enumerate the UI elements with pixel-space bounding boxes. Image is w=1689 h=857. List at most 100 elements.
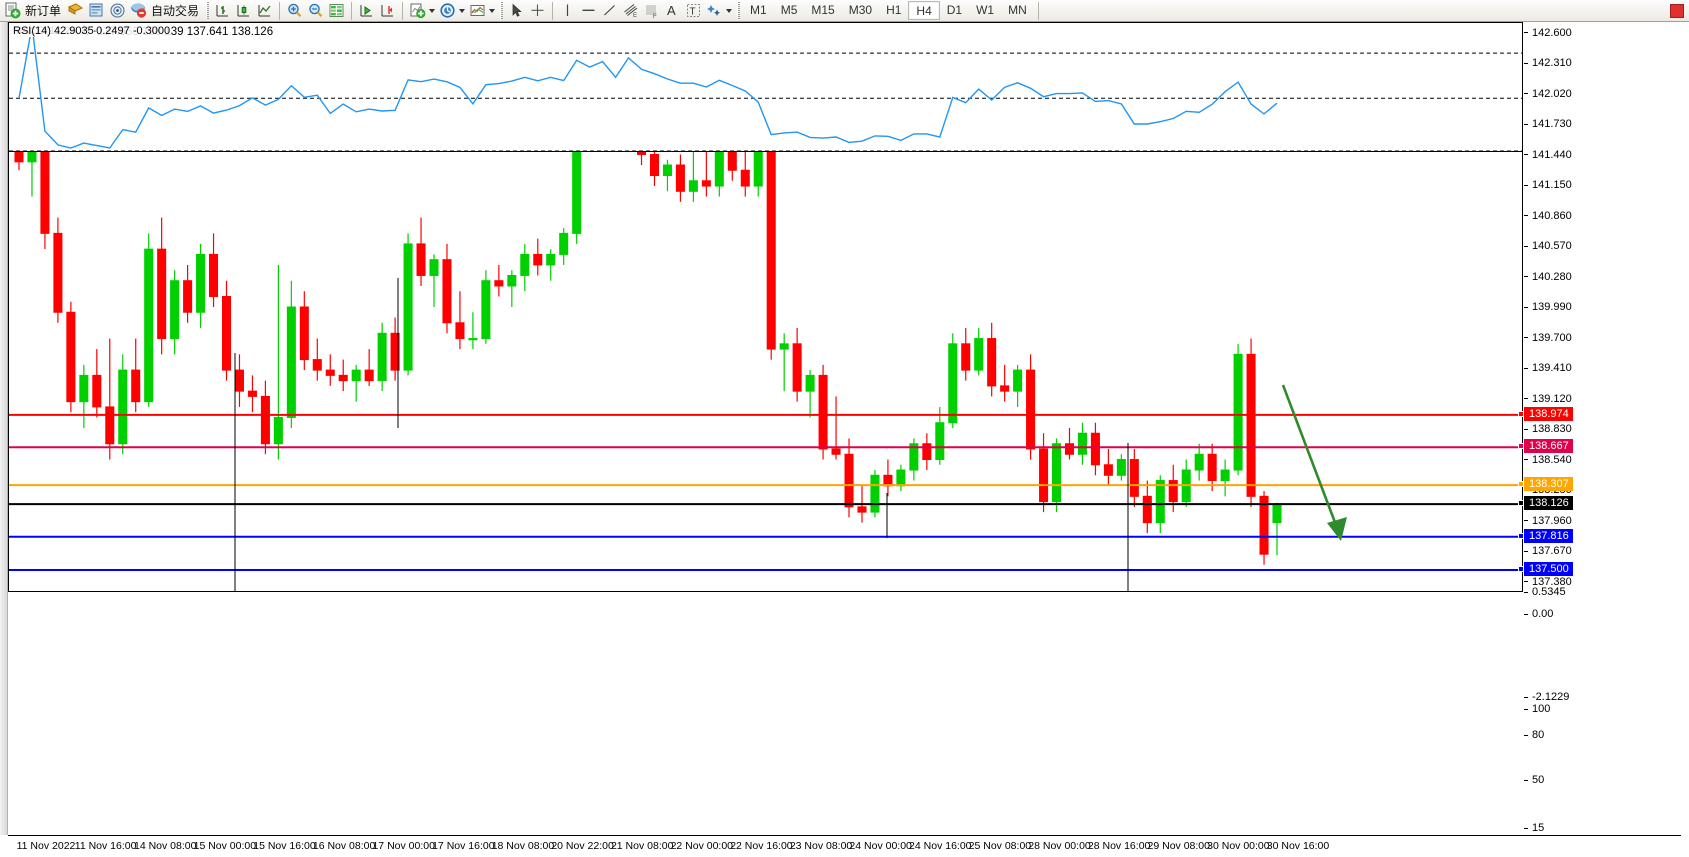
data-window-icon xyxy=(329,4,344,17)
indicators-button[interactable] xyxy=(407,1,437,21)
text-button[interactable]: A xyxy=(662,1,683,21)
toolbar-right-group xyxy=(1670,3,1687,18)
objects-button[interactable] xyxy=(704,1,734,21)
period-button[interactable] xyxy=(437,1,467,21)
timeframe-m30[interactable]: M30 xyxy=(848,3,873,17)
new-order-button[interactable]: 新订单 xyxy=(2,1,65,21)
timeframe-m5[interactable]: M5 xyxy=(780,3,798,17)
price-level-handle[interactable] xyxy=(1518,500,1524,507)
autotrading-button[interactable]: 自动交易 xyxy=(128,1,203,21)
macd-tick-min: -2.1229 xyxy=(1524,691,1569,704)
market-watch-button[interactable] xyxy=(86,1,107,21)
rsi-tick-50: 50 xyxy=(1524,774,1544,787)
trendline-button[interactable] xyxy=(599,1,620,21)
timeframe-d1[interactable]: D1 xyxy=(946,3,963,17)
text-label-button[interactable]: T xyxy=(683,1,704,21)
vertical-line-button[interactable] xyxy=(557,1,578,21)
price-tick-label: 138.830 xyxy=(1532,423,1572,436)
fibo-retracement-button[interactable]: F xyxy=(641,1,662,21)
price-level-pivot[interactable]: 138.307 xyxy=(1518,477,1573,492)
price-level-resistance-2[interactable]: 138.667 xyxy=(1518,439,1573,454)
profiles-button[interactable] xyxy=(65,1,86,21)
price-level-value: 137.500 xyxy=(1529,562,1569,575)
price-level-handle[interactable] xyxy=(1518,481,1524,488)
macd-tick-zero-text: 0.00 xyxy=(1532,608,1554,621)
fibo-channel-button[interactable]: E xyxy=(620,1,641,21)
time-tick-label: 20 Nov 22:00 xyxy=(551,840,614,852)
data-window-button[interactable] xyxy=(326,1,347,21)
candlestick-chart-button[interactable] xyxy=(233,1,254,21)
price-tick-label: 138.540 xyxy=(1532,453,1572,466)
price-tick-label: 139.410 xyxy=(1532,362,1572,375)
price-level-support-1[interactable]: 137.816 xyxy=(1518,528,1573,543)
chart-vertical-scrollbar[interactable] xyxy=(0,22,8,835)
timeframe-w1[interactable]: W1 xyxy=(976,3,995,17)
templates-dropdown-caret[interactable] xyxy=(489,8,496,13)
price-level-value: 138.974 xyxy=(1529,407,1569,420)
time-tick-label: 11 Nov 16:00 xyxy=(74,840,137,852)
cursor-button[interactable] xyxy=(506,1,527,21)
time-tick-label: 15 Nov 16:00 xyxy=(253,840,316,852)
scroll-end-icon xyxy=(360,5,373,17)
cursor-icon xyxy=(512,3,522,17)
rsi-pane[interactable]: RSI(14) 42.9035 xyxy=(8,22,1523,152)
scroll-end-button[interactable] xyxy=(356,1,377,21)
navigator-icon xyxy=(110,3,125,18)
price-level-support-2[interactable]: 137.500 xyxy=(1518,561,1573,576)
crosshair-icon xyxy=(531,4,544,16)
price-level-value: 138.667 xyxy=(1529,440,1569,453)
price-level-handle[interactable] xyxy=(1518,410,1524,417)
price-tick: 141.730 xyxy=(1524,118,1572,131)
chart-shift-button[interactable] xyxy=(377,1,398,21)
timeframe-m1[interactable]: M1 xyxy=(750,3,767,17)
bar-chart-icon xyxy=(216,5,229,17)
templates-button[interactable] xyxy=(467,1,497,21)
timeframe-m15[interactable]: M15 xyxy=(811,3,835,17)
price-axis[interactable]: 142.600 142.310 142.020 141.730 141.440 141.1… xyxy=(1518,22,1681,835)
horizontal-line-button[interactable] xyxy=(578,1,599,21)
period-dropdown-caret[interactable] xyxy=(459,8,466,13)
time-tick-label: 17 Nov 00:00 xyxy=(372,840,435,852)
zoom-in-button[interactable] xyxy=(284,1,305,21)
price-level-handle[interactable] xyxy=(1518,443,1524,450)
time-tick-label: 24 Nov 16:00 xyxy=(909,840,972,852)
price-tick: 141.150 xyxy=(1524,179,1572,192)
timeframe-mn[interactable]: MN xyxy=(1008,3,1027,17)
price-level-handle[interactable] xyxy=(1518,532,1524,539)
time-tick-label: 21 Nov 08:00 xyxy=(610,840,674,852)
objects-dropdown-caret[interactable] xyxy=(726,8,733,13)
price-tick-label: 142.310 xyxy=(1532,57,1572,70)
price-tick-label: 141.150 xyxy=(1532,179,1572,192)
price-level-resistance-1[interactable]: 138.974 xyxy=(1518,406,1573,421)
line-chart-button[interactable] xyxy=(254,1,275,21)
time-axis[interactable]: 11 Nov 2022 11 Nov 16:00 14 Nov 08:00 15 No… xyxy=(8,835,1681,857)
market-watch-icon xyxy=(89,3,103,17)
timeframe-h1[interactable]: H1 xyxy=(886,3,902,17)
close-chart-button[interactable] xyxy=(1670,3,1684,18)
zoom-in-icon xyxy=(288,3,302,18)
price-level-handle[interactable] xyxy=(1518,565,1524,572)
price-tick-label: 139.120 xyxy=(1532,392,1572,405)
price-tick-label: 137.380 xyxy=(1532,575,1572,588)
navigator-button[interactable] xyxy=(107,1,128,21)
svg-text:A: A xyxy=(667,3,676,18)
price-tick-label: 140.280 xyxy=(1532,270,1572,283)
time-tick-label: 29 Nov 08:00 xyxy=(1147,840,1210,852)
price-tick: 138.540 xyxy=(1524,454,1572,467)
main-toolbar: 新订单 自动交易 xyxy=(0,0,1689,22)
price-level-current-bid[interactable]: 138.126 xyxy=(1518,496,1573,511)
zoom-out-button[interactable] xyxy=(305,1,326,21)
macd-tick-min-text: -2.1229 xyxy=(1532,691,1570,703)
timeframe-h4[interactable]: H4 xyxy=(908,1,940,20)
time-tick-label: 22 Nov 16:00 xyxy=(730,840,793,852)
templates-icon xyxy=(470,5,485,16)
rsi-tick-80-text: 80 xyxy=(1532,729,1545,742)
time-tick-label: 11 Nov 2022 xyxy=(16,840,76,852)
crosshair-button[interactable] xyxy=(527,1,548,21)
price-level-value: 137.816 xyxy=(1529,529,1569,542)
rsi-tick-15: 15 xyxy=(1524,822,1544,835)
time-tick-label: 14 Nov 08:00 xyxy=(134,840,197,852)
bar-chart-button[interactable] xyxy=(212,1,233,21)
indicators-dropdown-caret[interactable] xyxy=(429,8,436,13)
price-tick: 141.440 xyxy=(1524,149,1572,162)
